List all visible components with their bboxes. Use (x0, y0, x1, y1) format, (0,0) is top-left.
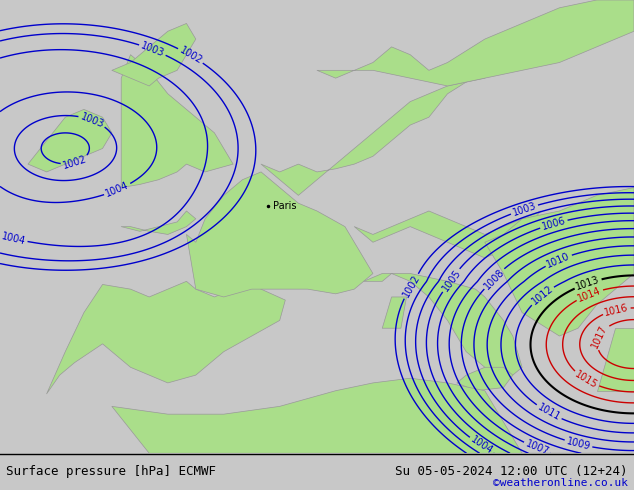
Text: 1002: 1002 (61, 154, 88, 171)
Text: 1003: 1003 (139, 41, 165, 59)
Text: Surface pressure [hPa] ECMWF: Surface pressure [hPa] ECMWF (6, 465, 216, 478)
Text: 1017: 1017 (590, 323, 609, 349)
Text: 1004: 1004 (104, 180, 131, 199)
Text: 1011: 1011 (536, 402, 562, 423)
Text: 1008: 1008 (482, 267, 507, 291)
Text: ©weatheronline.co.uk: ©weatheronline.co.uk (493, 478, 628, 488)
Text: 1015: 1015 (573, 369, 600, 391)
Text: 1003: 1003 (79, 111, 105, 129)
Text: 1012: 1012 (529, 284, 555, 307)
Text: 1013: 1013 (574, 274, 601, 292)
Text: 1009: 1009 (566, 436, 592, 452)
Text: 1005: 1005 (440, 268, 463, 294)
Text: 1004: 1004 (469, 435, 495, 457)
Text: 1007: 1007 (524, 439, 550, 458)
Text: 1002: 1002 (401, 273, 422, 299)
Text: 1004: 1004 (1, 231, 27, 246)
Text: 1010: 1010 (545, 251, 572, 270)
Text: 1003: 1003 (511, 200, 538, 218)
Text: Su 05-05-2024 12:00 UTC (12+24): Su 05-05-2024 12:00 UTC (12+24) (395, 465, 628, 478)
Text: 1014: 1014 (576, 285, 603, 303)
Text: 1016: 1016 (604, 302, 630, 318)
Text: Paris: Paris (273, 200, 297, 211)
Text: 1006: 1006 (541, 216, 567, 232)
Text: 1002: 1002 (178, 45, 204, 66)
